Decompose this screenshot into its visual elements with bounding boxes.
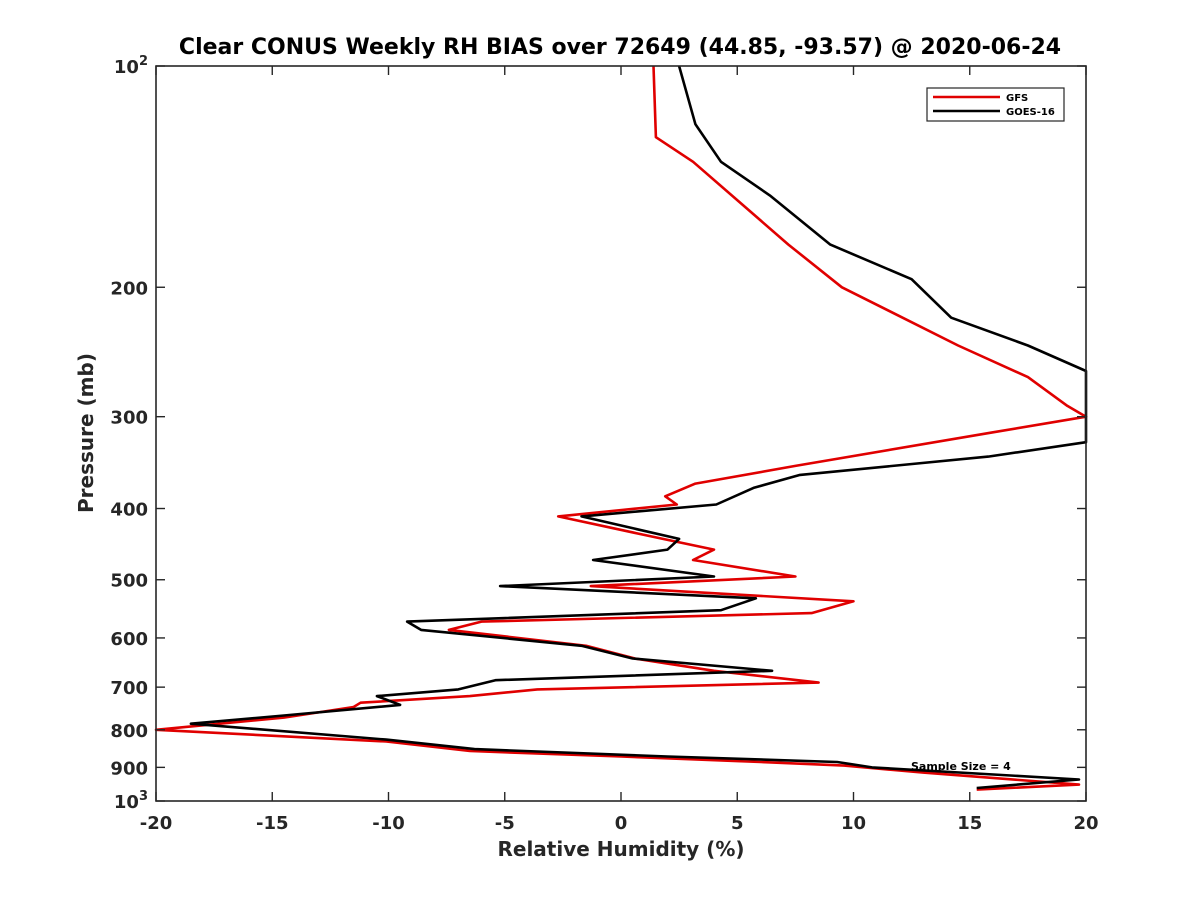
x-tick-label: 15 <box>957 813 982 834</box>
y-tick-label: 900 <box>110 758 148 779</box>
sample-size-annotation: Sample Size = 4 <box>911 760 1011 773</box>
chart-title: Clear CONUS Weekly RH BIAS over 72649 (4… <box>179 35 1061 60</box>
legend: GFS GOES-16 <box>926 87 1065 122</box>
y-tick-label: 700 <box>110 678 148 699</box>
plot-lines <box>154 65 1088 791</box>
y-tick-label: 300 <box>110 408 148 429</box>
y-tick-label: 102 <box>114 54 148 78</box>
y-tick-label: 200 <box>110 278 148 299</box>
x-axis: -20 -15 -10 -5 0 5 10 15 20 <box>140 66 1099 834</box>
x-tick-label: 0 <box>615 813 628 834</box>
plot-frame <box>155 65 1087 802</box>
x-tick-label: -10 <box>372 813 405 834</box>
legend-box <box>926 87 1065 122</box>
legend-label-gfs: GFS <box>1006 93 1028 104</box>
y-tick-label: 500 <box>110 571 148 592</box>
x-tick-label: -5 <box>495 813 515 834</box>
series-line-gfs <box>154 65 1088 791</box>
y-tick-label: 600 <box>110 629 148 650</box>
y-tick-label: 400 <box>110 500 148 521</box>
x-axis-label: Relative Humidity (%) <box>497 837 744 861</box>
legend-label-goes16: GOES-16 <box>1006 107 1055 118</box>
x-tick-label: 10 <box>841 813 866 834</box>
y-axis: 102 200 300 400 500 600 700 800 900 103 <box>110 54 1086 813</box>
y-tick-label: 800 <box>110 721 148 742</box>
x-tick-label: -15 <box>256 813 289 834</box>
x-tick-label: -20 <box>140 813 173 834</box>
x-tick-label: 20 <box>1073 813 1098 834</box>
series-line-goes16 <box>189 65 1088 790</box>
x-tick-label: 5 <box>731 813 744 834</box>
y-tick-label: 103 <box>114 789 148 813</box>
y-axis-label: Pressure (mb) <box>74 353 98 513</box>
